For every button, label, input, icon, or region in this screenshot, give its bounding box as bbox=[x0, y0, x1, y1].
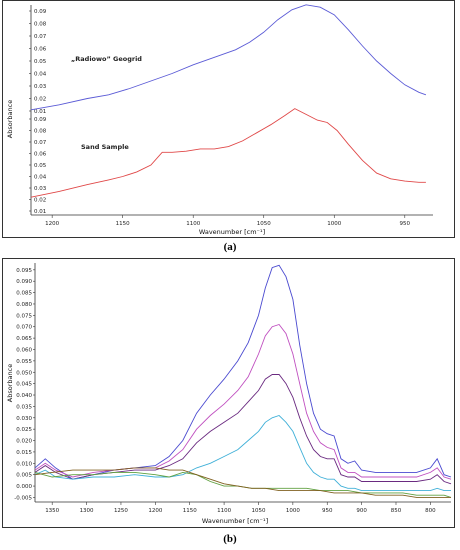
y-tick-label: 0.07 bbox=[34, 34, 47, 40]
x-tick-label: 1050 bbox=[251, 508, 265, 514]
y-axis-label: Absorbance bbox=[6, 100, 14, 138]
series-annotation-geogrid: „Radiowo” Geogrid bbox=[71, 55, 142, 63]
y-tick-label: 0.09 bbox=[34, 9, 47, 15]
y-tick-label: 0.065 bbox=[16, 336, 32, 342]
y-tick-label: 0.030 bbox=[16, 416, 32, 422]
y-tick-label: 0.06 bbox=[34, 47, 47, 53]
y-tick-label: 0.050 bbox=[16, 370, 32, 376]
x-tick-label: 1300 bbox=[80, 508, 94, 514]
x-tick-label: 1000 bbox=[327, 221, 341, 227]
x-tick-label: 800 bbox=[425, 508, 436, 514]
x-tick-label: 1100 bbox=[186, 221, 200, 227]
series-line-6 bbox=[34, 467, 451, 498]
y-axis-label: Absorbance bbox=[6, 364, 14, 402]
y-tick-label: 0.020 bbox=[16, 439, 32, 445]
chart-panel-a: 0.01 0.02 0.03 0.04 0.05 0.06 0.07 0.08 0.09 0.01… bbox=[2, 0, 455, 238]
chart-b-svg: -0.005 0.000 0.005 0.010 0.015 0.020 0.025 0.03… bbox=[6, 263, 452, 525]
y-tick-label: 0.02 bbox=[34, 97, 46, 103]
y-tick-label: 0.05 bbox=[34, 59, 47, 65]
y-tick-label: 0.07 bbox=[34, 140, 47, 146]
caption-a: (a) bbox=[223, 241, 237, 253]
y-tick-label: 0.025 bbox=[16, 427, 32, 433]
y-tick-label: 0.045 bbox=[16, 382, 32, 388]
x-tick-label: 1250 bbox=[114, 508, 128, 514]
y-tick-label: 0.01 bbox=[34, 209, 46, 215]
series-line-4 bbox=[34, 414, 451, 492]
x-tick-label: 1100 bbox=[217, 508, 231, 514]
y-tick-label: 0.090 bbox=[16, 279, 32, 285]
x-tick-label: 1200 bbox=[45, 221, 59, 227]
y-tick-label: 0.075 bbox=[16, 313, 32, 319]
y-tick-label: 0.08 bbox=[34, 129, 47, 135]
x-tick-label: 1000 bbox=[286, 508, 300, 514]
y-tick-label: 0.095 bbox=[16, 268, 32, 274]
y-tick-label: 0.04 bbox=[34, 175, 47, 181]
x-tick-label: 900 bbox=[356, 508, 367, 514]
caption-b: (b) bbox=[223, 533, 237, 545]
x-axis-label: Wavenumber [cm⁻¹] bbox=[199, 228, 265, 236]
y-tick-label: 0.070 bbox=[16, 325, 32, 331]
y-tick-label: 0.015 bbox=[16, 450, 32, 456]
x-tick-label: 1150 bbox=[183, 508, 197, 514]
x-tick-label: 1050 bbox=[257, 221, 271, 227]
series-annotation-sand: Sand Sample bbox=[81, 143, 129, 151]
chart-a-svg: 0.01 0.02 0.03 0.04 0.05 0.06 0.07 0.08 0.09 0.01… bbox=[6, 4, 433, 236]
y-tick-label: -0.005 bbox=[14, 495, 32, 501]
x-tick-label: 1350 bbox=[45, 508, 59, 514]
y-tick-label: 0.03 bbox=[34, 84, 47, 90]
y-tick-label: 0.08 bbox=[34, 22, 47, 28]
y-tick-label: 0.09 bbox=[34, 117, 47, 123]
series-line-1 bbox=[34, 264, 452, 480]
y-tick-label: 0.04 bbox=[34, 72, 47, 78]
x-tick-label: 1200 bbox=[148, 508, 162, 514]
x-tick-label: 850 bbox=[391, 508, 402, 514]
y-tick-label: 0.03 bbox=[34, 186, 47, 192]
y-tick-label: 0.035 bbox=[16, 404, 32, 410]
y-tick-label: 0.000 bbox=[16, 484, 32, 490]
series-line-2 bbox=[34, 323, 452, 480]
x-axis-label: Wavenumber [cm⁻¹] bbox=[202, 517, 268, 525]
series-line-2 bbox=[30, 108, 426, 198]
y-tick-label: 0.085 bbox=[16, 291, 32, 297]
y-tick-label: 0.040 bbox=[16, 393, 32, 399]
chart-panel-b: -0.005 0.000 0.005 0.010 0.015 0.020 0.025 0.03… bbox=[2, 258, 455, 528]
series-line-1 bbox=[30, 4, 427, 111]
x-tick-label: 950 bbox=[322, 508, 333, 514]
series-line-5 bbox=[34, 471, 452, 498]
y-tick-label: 0.010 bbox=[16, 461, 32, 467]
y-tick-label: 0.060 bbox=[16, 347, 32, 353]
y-tick-label: 0.055 bbox=[16, 359, 32, 365]
y-tick-label: 0.05 bbox=[34, 163, 47, 169]
y-tick-label: 0.02 bbox=[34, 198, 46, 204]
y-tick-label: 0.06 bbox=[34, 152, 47, 158]
x-tick-label: 950 bbox=[400, 221, 411, 227]
y-tick-label: 0.080 bbox=[16, 302, 32, 308]
y-tick-label: 0.005 bbox=[16, 473, 32, 479]
x-tick-label: 1150 bbox=[116, 221, 130, 227]
y-tick-label: 0.01 bbox=[34, 109, 46, 115]
series-line-3 bbox=[34, 374, 452, 485]
